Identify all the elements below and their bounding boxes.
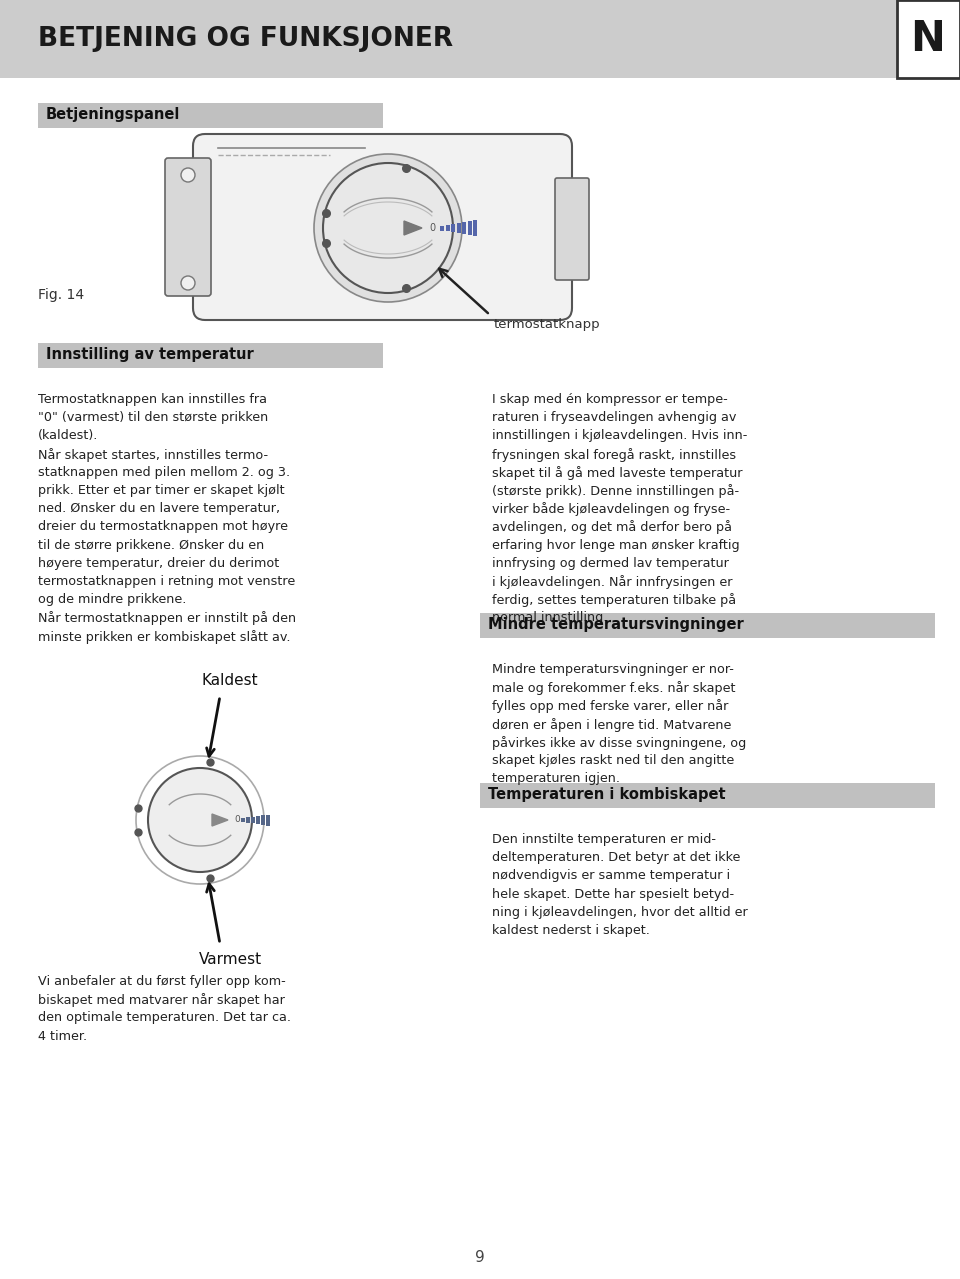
Text: Når skapet startes, innstilles termo-: Når skapet startes, innstilles termo-	[38, 448, 268, 462]
Text: Termostatknappen kan innstilles fra: Termostatknappen kan innstilles fra	[38, 393, 267, 405]
Text: og de mindre prikkene.: og de mindre prikkene.	[38, 593, 186, 606]
Circle shape	[148, 767, 252, 872]
Text: Når termostatknappen er innstilt på den: Når termostatknappen er innstilt på den	[38, 611, 296, 625]
Text: Mindre temperatursvingninger: Mindre temperatursvingninger	[488, 618, 744, 633]
Text: biskapet med matvarer når skapet har: biskapet med matvarer når skapet har	[38, 994, 285, 1007]
Bar	[38, 104, 383, 128]
Polygon shape	[404, 221, 422, 235]
Text: Vi anbefaler at du først fyller opp kom-: Vi anbefaler at du først fyller opp kom-	[38, 975, 286, 987]
Text: (kaldest).: (kaldest).	[38, 430, 98, 443]
Bar	[462, 221, 466, 234]
Text: kaldest nederst i skapet.: kaldest nederst i skapet.	[492, 923, 650, 938]
Bar	[897, 0, 960, 78]
Text: Fig. 14: Fig. 14	[38, 288, 84, 302]
Text: Temperaturen i kombiskapet: Temperaturen i kombiskapet	[488, 788, 726, 802]
Text: 0: 0	[234, 816, 240, 825]
Text: høyere temperatur, dreier du derimot: høyere temperatur, dreier du derimot	[38, 556, 279, 570]
Text: "0" (varmest) til den største prikken: "0" (varmest) til den største prikken	[38, 412, 268, 425]
Text: temperaturen igjen.: temperaturen igjen.	[492, 773, 620, 785]
Bar	[440, 225, 444, 230]
Text: fylles opp med ferske varer, eller når: fylles opp med ferske varer, eller når	[492, 700, 729, 714]
FancyBboxPatch shape	[193, 134, 572, 320]
Bar	[468, 221, 471, 235]
Bar	[251, 816, 254, 824]
Polygon shape	[212, 813, 228, 826]
Text: skapet til å gå med laveste temperatur: skapet til å gå med laveste temperatur	[492, 466, 742, 480]
Text: 0: 0	[430, 223, 436, 233]
Text: døren er åpen i lengre tid. Matvarene: døren er åpen i lengre tid. Matvarene	[492, 718, 732, 732]
Text: prikk. Etter et par timer er skapet kjølt: prikk. Etter et par timer er skapet kjøl…	[38, 483, 284, 498]
Text: den optimale temperaturen. Det tar ca.: den optimale temperaturen. Det tar ca.	[38, 1012, 291, 1024]
Text: Mindre temperatursvingninger er nor-: Mindre temperatursvingninger er nor-	[492, 663, 733, 677]
Text: Varmest: Varmest	[199, 952, 261, 967]
Text: ned. Ønsker du en lavere temperatur,: ned. Ønsker du en lavere temperatur,	[38, 503, 280, 515]
Circle shape	[314, 153, 462, 302]
Text: (største prikk). Denne innstillingen på-: (største prikk). Denne innstillingen på-	[492, 483, 739, 498]
Text: raturen i fryseavdelingen avhengig av: raturen i fryseavdelingen avhengig av	[492, 412, 736, 425]
Bar	[256, 816, 259, 824]
Text: 4 timer.: 4 timer.	[38, 1030, 87, 1042]
Text: deltemperaturen. Det betyr at det ikke: deltemperaturen. Det betyr at det ikke	[492, 852, 740, 865]
Text: Innstilling av temperatur: Innstilling av temperatur	[46, 348, 253, 362]
Bar	[451, 224, 455, 233]
Text: virker både kjøleavdelingen og fryse-: virker både kjøleavdelingen og fryse-	[492, 503, 731, 517]
Text: i kjøleavdelingen. Når innfrysingen er: i kjøleavdelingen. Når innfrysingen er	[492, 576, 732, 588]
Text: N: N	[911, 18, 946, 60]
Text: statknappen med pilen mellom 2. og 3.: statknappen med pilen mellom 2. og 3.	[38, 466, 290, 478]
Bar	[0, 0, 960, 78]
Text: I skap med én kompressor er tempe-: I skap med én kompressor er tempe-	[492, 393, 728, 405]
Text: normal innstilling.: normal innstilling.	[492, 611, 608, 624]
Text: innfrysing og dermed lav temperatur: innfrysing og dermed lav temperatur	[492, 556, 729, 570]
Text: Den innstilte temperaturen er mid-: Den innstilte temperaturen er mid-	[492, 833, 716, 845]
Text: BETJENING OG FUNKSJONER: BETJENING OG FUNKSJONER	[38, 26, 453, 52]
Bar	[480, 783, 935, 808]
Bar	[241, 819, 245, 822]
Bar	[261, 815, 265, 825]
Text: minste prikken er kombiskapet slått av.: minste prikken er kombiskapet slått av.	[38, 629, 291, 643]
Text: til de større prikkene. Ønsker du en: til de større prikkene. Ønsker du en	[38, 538, 264, 551]
Text: avdelingen, og det må derfor bero på: avdelingen, og det må derfor bero på	[492, 521, 732, 535]
Bar	[38, 343, 383, 368]
Text: påvirkes ikke av disse svingningene, og: påvirkes ikke av disse svingningene, og	[492, 735, 746, 749]
FancyBboxPatch shape	[165, 159, 211, 295]
Bar	[266, 815, 270, 825]
Text: erfaring hvor lenge man ønsker kraftig: erfaring hvor lenge man ønsker kraftig	[492, 538, 739, 551]
Text: hele skapet. Dette har spesielt betyd-: hele skapet. Dette har spesielt betyd-	[492, 888, 734, 900]
Text: ferdig, settes temperaturen tilbake på: ferdig, settes temperaturen tilbake på	[492, 593, 736, 608]
Circle shape	[181, 168, 195, 182]
Circle shape	[323, 162, 453, 293]
Text: nødvendigvis er samme temperatur i: nødvendigvis er samme temperatur i	[492, 870, 731, 883]
Text: innstillingen i kjøleavdelingen. Hvis inn-: innstillingen i kjøleavdelingen. Hvis in…	[492, 430, 748, 443]
Text: Betjeningspanel: Betjeningspanel	[46, 107, 180, 123]
Text: frysningen skal foregå raskt, innstilles: frysningen skal foregå raskt, innstilles	[492, 448, 736, 462]
Bar	[457, 223, 461, 233]
Text: 9: 9	[475, 1251, 485, 1265]
Text: termostatknapp: termostatknapp	[494, 318, 601, 331]
Bar	[445, 225, 449, 231]
Text: male og forekommer f.eks. når skapet: male og forekommer f.eks. når skapet	[492, 682, 735, 696]
FancyBboxPatch shape	[555, 178, 589, 280]
Bar	[246, 817, 250, 822]
Circle shape	[181, 276, 195, 290]
Text: termostatknappen i retning mot venstre: termostatknappen i retning mot venstre	[38, 576, 296, 588]
Text: ning i kjøleavdelingen, hvor det alltid er: ning i kjøleavdelingen, hvor det alltid …	[492, 906, 748, 918]
Text: skapet kjøles raskt ned til den angitte: skapet kjøles raskt ned til den angitte	[492, 755, 734, 767]
Bar	[473, 220, 477, 235]
Text: Kaldest: Kaldest	[202, 673, 258, 688]
Text: dreier du termostatknappen mot høyre: dreier du termostatknappen mot høyre	[38, 521, 288, 533]
Bar	[480, 613, 935, 638]
